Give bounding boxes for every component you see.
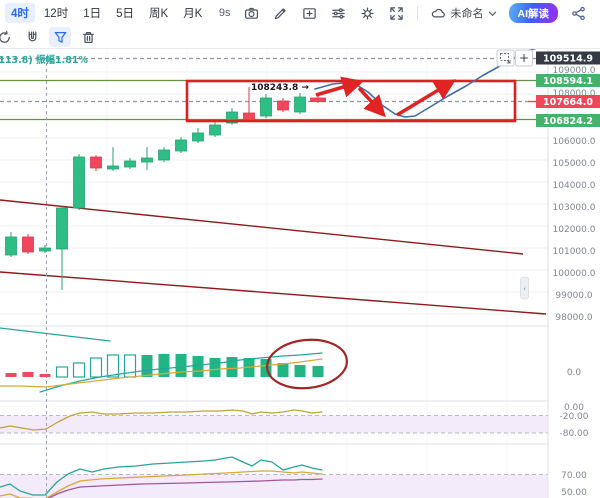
toolbar-row-timeframes: 4时 12时 1日 5日 周K 月K 9s 未命名 AI解读 [0, 0, 600, 26]
price-badge [536, 114, 600, 127]
price-chart-canvas[interactable]: (113.8) 振幅1.81% 108243.8 → 109000.0 108000.… [0, 48, 600, 498]
axis-label: 99000.0 [555, 291, 592, 301]
axis-label: -80.00 [559, 429, 588, 439]
price-callout-label: 108243.8 → [251, 83, 309, 93]
pane-separators [0, 325, 600, 445]
axis-label: 102000.0 [553, 225, 596, 235]
fullscreen-icon[interactable] [388, 5, 405, 22]
tab-timeframe-1日[interactable]: 1日 [83, 8, 102, 20]
toolbar-row-drawing-tools [0, 26, 600, 48]
svg-text:109514.9: 109514.9 [543, 54, 593, 65]
refresh-icon[interactable] [0, 27, 15, 47]
chevron-down-icon [488, 5, 497, 22]
svg-text:106824.2: 106824.2 [543, 116, 593, 127]
magnet-icon[interactable] [21, 27, 43, 47]
camera-icon[interactable] [243, 5, 260, 22]
kdj-indicator-lines [0, 456, 323, 498]
tab-timeframe-4时[interactable]: 4时 [5, 3, 35, 23]
axis-label: 100000.0 [553, 269, 596, 279]
share-icon[interactable] [570, 5, 587, 22]
axis-label: 106000.0 [553, 137, 596, 147]
toolbar-divider [416, 5, 418, 21]
price-badge [536, 51, 600, 65]
trend-lines[interactable] [0, 199, 547, 315]
toolbar-right-group: 9s 未命名 AI解读 [219, 3, 600, 23]
tab-timeframe-月K[interactable]: 月K [183, 8, 203, 20]
tab-timeframe-5日[interactable]: 5日 [116, 8, 135, 20]
red-arrow-annotation [396, 79, 457, 117]
indicator-legend: (113.8) 振幅1.81% [0, 54, 88, 66]
add-panel-icon[interactable] [301, 5, 318, 22]
tab-timeframe-周K[interactable]: 周K [149, 8, 169, 20]
svg-text:108594.1: 108594.1 [543, 76, 593, 87]
add-alert-plus-button [515, 49, 533, 67]
toolbar-icon-strip [243, 5, 405, 22]
chart-floating-buttons[interactable]: + [496, 49, 533, 67]
svg-text:107664.0: 107664.0 [543, 97, 593, 108]
price-badges: 109514.9 108594.1 107664.0 106824.2 [528, 51, 600, 127]
indicator-bands [0, 415, 548, 498]
axis-label: 98000.0 [555, 313, 592, 323]
axis-label: 50.00 [561, 488, 587, 498]
cloud-icon [430, 5, 447, 22]
red-ellipse-annotation [266, 338, 348, 390]
draw-tool-button [496, 49, 515, 67]
axis-label: 0.0 [567, 368, 582, 378]
settings-sliders-icon[interactable] [330, 5, 347, 22]
drawing-annotations[interactable]: 108243.8 → [185, 48, 548, 392]
timeframe-tabs: 4时 12时 1日 5日 周K 月K [5, 3, 211, 23]
axis-label: 101000.0 [553, 247, 596, 257]
funnel-icon[interactable] [49, 27, 71, 47]
candle-countdown: 9s [218, 7, 231, 19]
axis-label: 105000.0 [553, 159, 596, 169]
cloud-layout-menu[interactable]: 未命名 [430, 5, 497, 22]
svg-text:(113.8) 振幅1.81%: (113.8) 振幅1.81% [0, 54, 88, 66]
axis-collapse-handle[interactable]: ‹ [520, 276, 529, 300]
axis-label: 70.00 [561, 471, 587, 481]
candles [5, 87, 326, 290]
axis-label: 109000.0 [553, 66, 596, 76]
wr-indicator-line [0, 409, 323, 431]
axis-label: 103000.0 [553, 203, 596, 213]
red-arrow-annotation [357, 86, 386, 118]
axis-label: 104000.0 [553, 181, 596, 191]
gear-icon[interactable] [359, 5, 376, 22]
svg-text:‹: ‹ [523, 285, 526, 293]
price-badge [536, 95, 600, 108]
red-arrow-annotation [315, 76, 364, 98]
tab-timeframe-12时[interactable]: 12时 [43, 8, 69, 20]
axis-label: 108000.0 [553, 89, 596, 99]
axis-label: 0.00 [564, 403, 584, 413]
layout-name-label: 未命名 [450, 8, 484, 20]
pencil-icon[interactable] [272, 5, 289, 22]
price-badge [536, 74, 600, 87]
axis-label: -20.00 [559, 412, 588, 422]
volume-ma-lines [0, 327, 323, 393]
chart-toolbar: 4时 12时 1日 5日 周K 月K 9s 未命名 AI解读 [0, 0, 600, 49]
trash-icon[interactable] [77, 27, 99, 47]
ai-analysis-button[interactable]: AI解读 [508, 3, 558, 23]
svg-text:+: + [519, 51, 529, 65]
